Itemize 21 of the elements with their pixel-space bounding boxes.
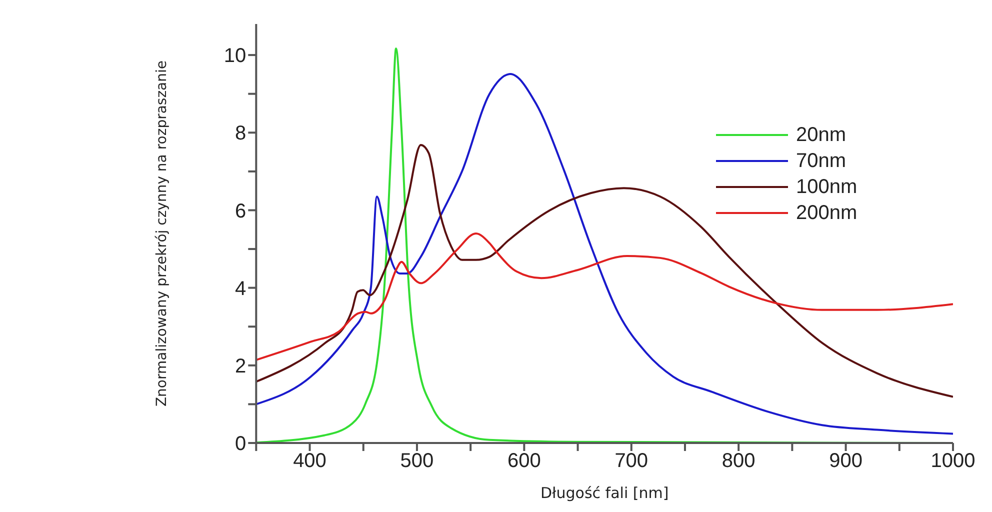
legend-label: 70nm xyxy=(796,150,846,172)
line-series xyxy=(256,144,953,398)
y-tick-label: 8 xyxy=(235,122,246,145)
x-axis-title: Długość fali [nm] xyxy=(540,484,669,502)
line-series xyxy=(256,232,953,361)
x-tick-label: 800 xyxy=(722,450,756,472)
x-tick-label: 500 xyxy=(400,450,434,472)
y-axis-title: Znormalizowany przekrój czynny na rozpraszanie xyxy=(154,60,170,407)
legend-label: 20nm xyxy=(796,124,846,146)
y-tick-label: 6 xyxy=(235,200,246,222)
y-tick-label: 0 xyxy=(235,433,246,456)
y-tick-label: 2 xyxy=(235,356,246,378)
legend-label: 200nm xyxy=(796,202,858,224)
y-tick-label: 10 xyxy=(224,45,246,68)
x-tick-label: 900 xyxy=(829,450,862,472)
x-tick-label: 700 xyxy=(614,450,648,472)
y-tick-label: 4 xyxy=(235,278,246,300)
x-tick-label: 600 xyxy=(507,450,541,472)
x-tick-label: 1000 xyxy=(930,450,976,472)
x-tick-label: 400 xyxy=(293,450,326,472)
legend-label: 100nm xyxy=(796,176,858,198)
